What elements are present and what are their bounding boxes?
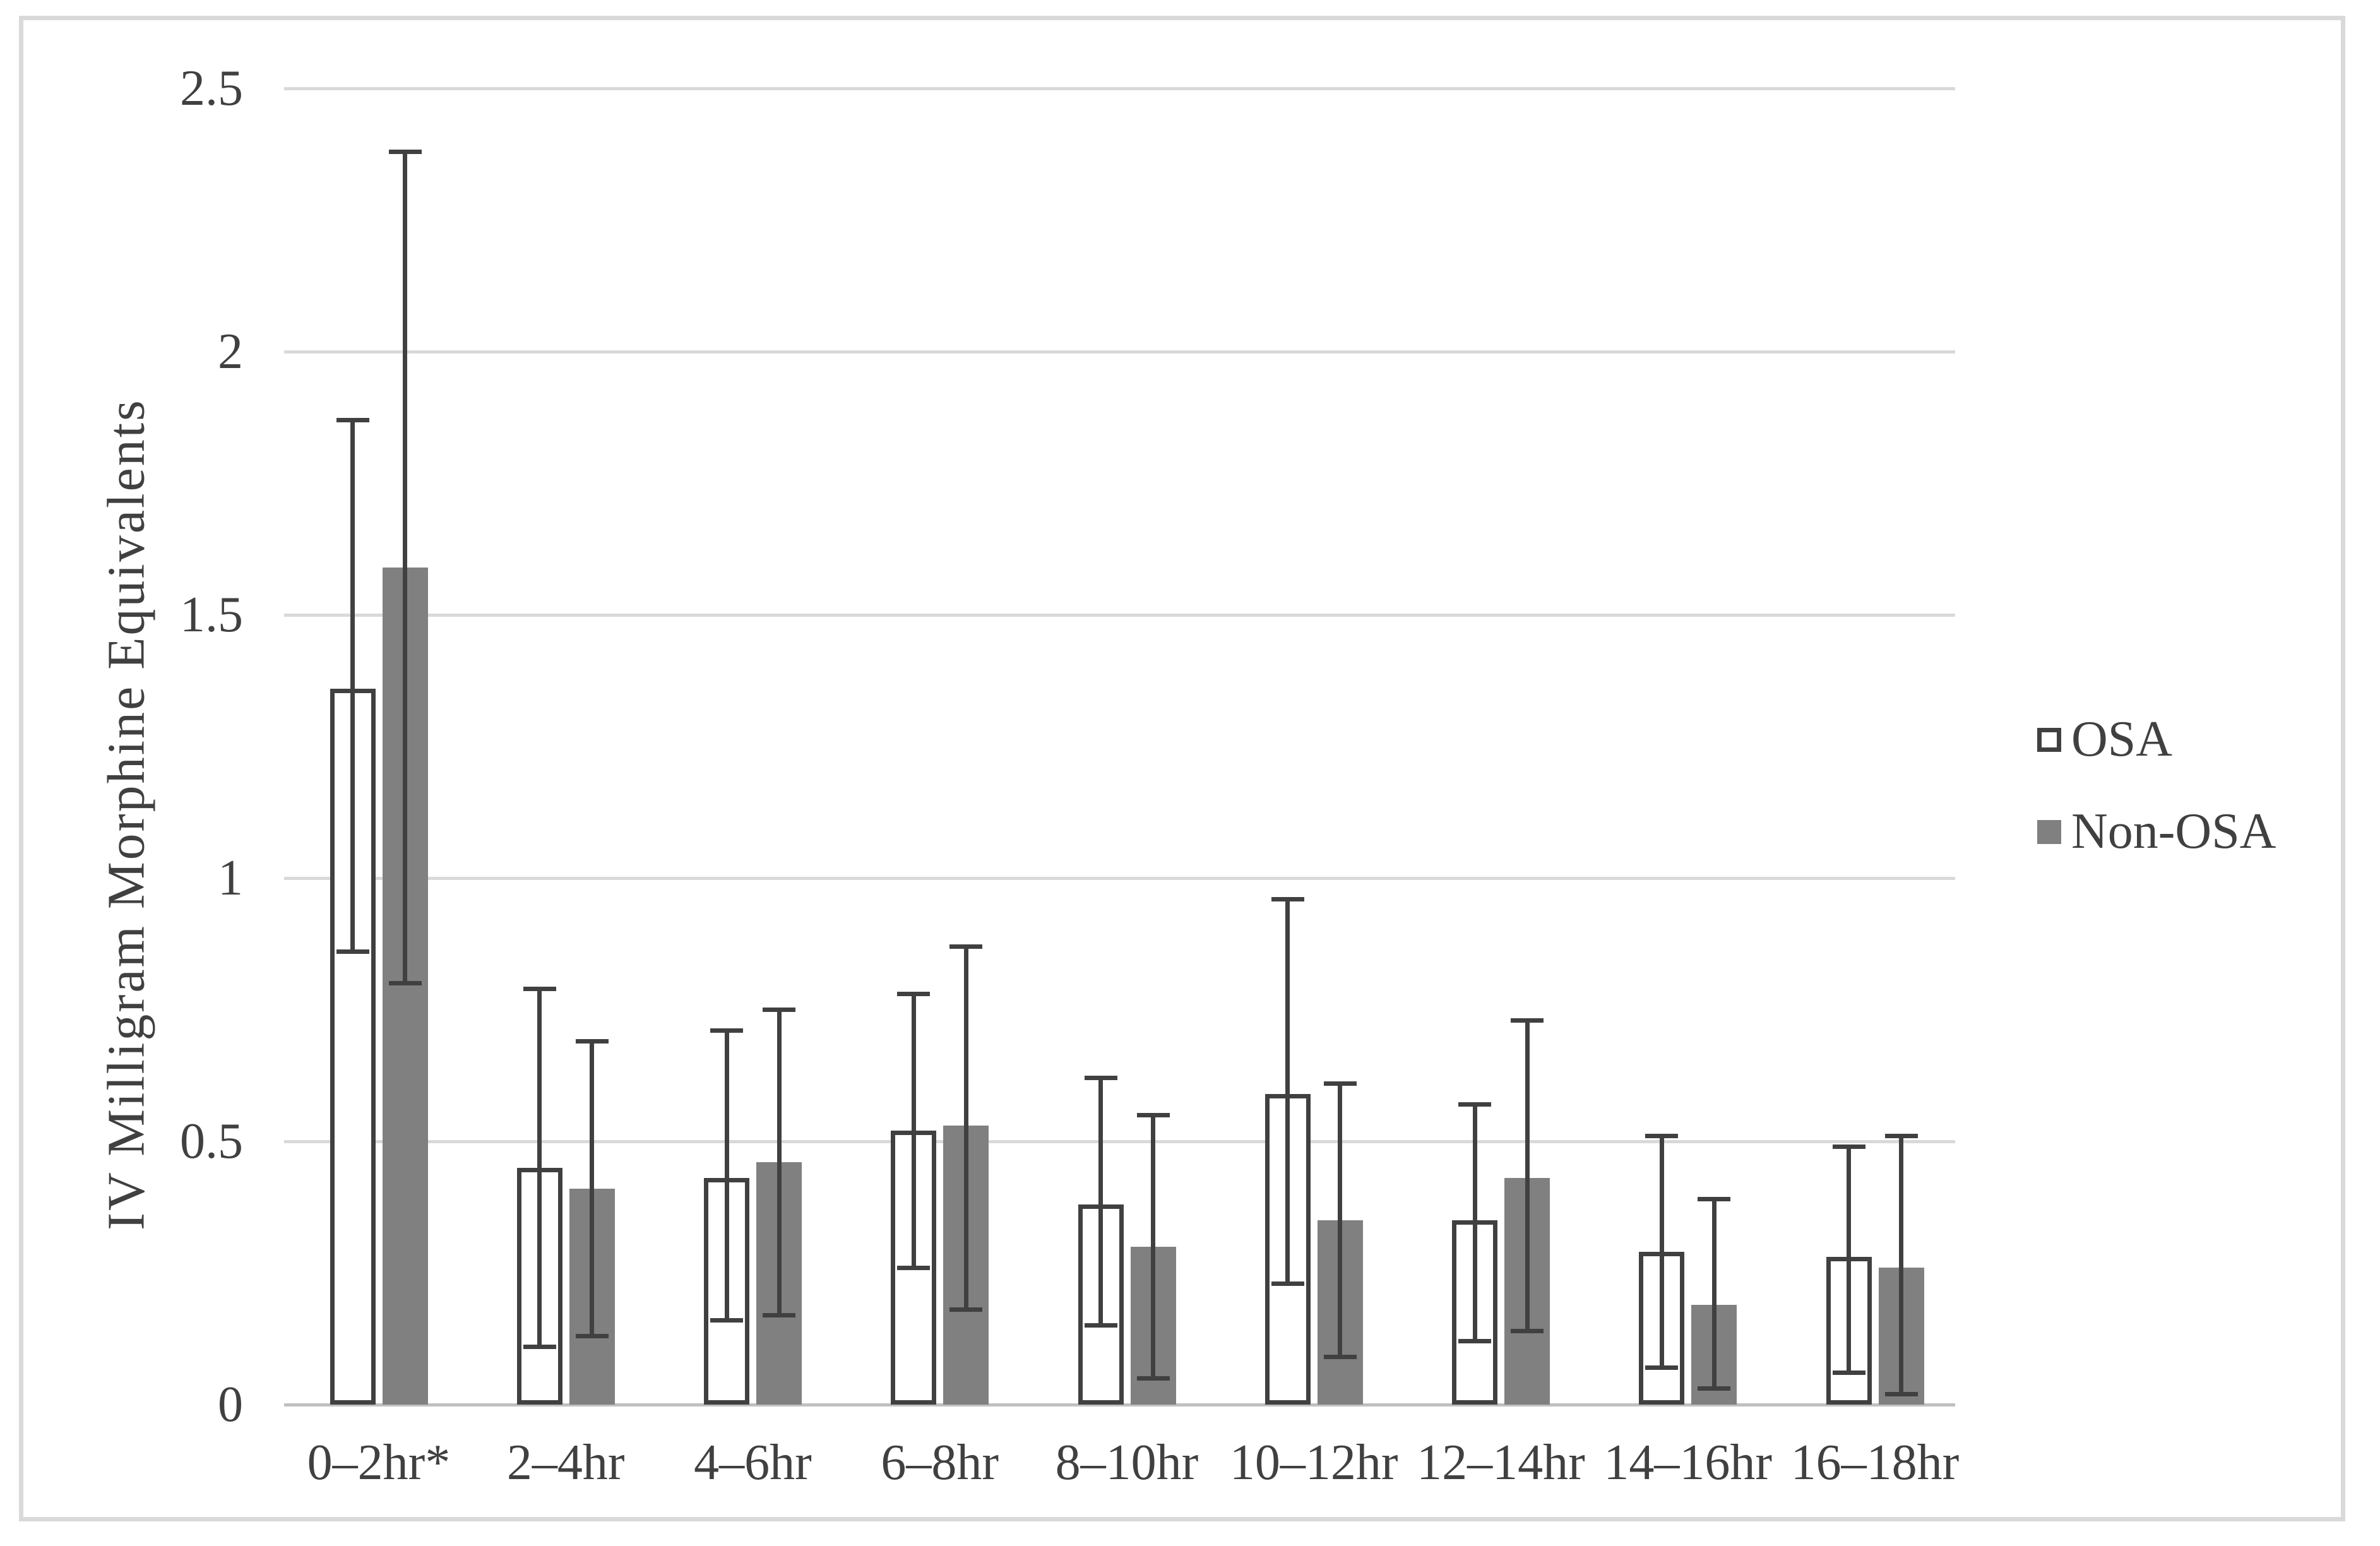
error-bar-bottom-cap-osa xyxy=(336,949,369,954)
error-bar-top-cap-osa xyxy=(336,417,369,422)
gridline xyxy=(284,350,1955,354)
y-tick-label: 0.5 xyxy=(180,1114,243,1169)
error-bar-line-osa xyxy=(1472,1104,1477,1341)
gridline xyxy=(284,614,1955,617)
error-bar-bottom-cap-non-osa xyxy=(575,1334,609,1339)
x-axis-baseline xyxy=(284,1403,1955,1406)
error-bar-top-cap-osa xyxy=(523,986,556,991)
legend-swatch-osa xyxy=(2037,727,2061,752)
x-tick-label: 10–12hr xyxy=(1229,1435,1398,1490)
error-bar-top-cap-non-osa xyxy=(1511,1018,1544,1023)
error-bar-bottom-cap-osa xyxy=(897,1265,931,1270)
error-bar-line-osa xyxy=(911,994,916,1268)
error-bar-line-non-osa xyxy=(1338,1083,1343,1357)
error-bar-bottom-cap-osa xyxy=(1084,1323,1117,1328)
error-bar-bottom-cap-osa xyxy=(1832,1371,1865,1376)
error-bar-line-non-osa xyxy=(403,152,407,984)
error-bar-line-non-osa xyxy=(1899,1136,1903,1394)
y-tick-label: 0 xyxy=(218,1377,243,1432)
error-bar-bottom-cap-non-osa xyxy=(763,1312,795,1317)
error-bar-top-cap-non-osa xyxy=(1136,1112,1170,1117)
error-bar-line-osa xyxy=(1098,1078,1103,1326)
legend-item-non-osa: Non-OSA xyxy=(2037,803,2276,860)
x-tick-label: 12–14hr xyxy=(1417,1435,1585,1490)
error-bar-top-cap-osa xyxy=(710,1028,743,1033)
error-bar-top-cap-non-osa xyxy=(575,1039,609,1044)
error-bar-bottom-cap-non-osa xyxy=(1884,1391,1918,1396)
x-tick-label: 16–18hr xyxy=(1790,1435,1960,1490)
gridline xyxy=(284,87,1955,90)
error-bar-top-cap-non-osa xyxy=(949,944,983,949)
legend-label-osa: OSA xyxy=(2071,711,2173,767)
error-bar-bottom-cap-non-osa xyxy=(1698,1386,1731,1391)
error-bar-top-cap-osa xyxy=(1084,1076,1117,1081)
x-tick-label: 6–8hr xyxy=(881,1435,999,1490)
error-bar-line-osa xyxy=(350,420,355,952)
error-bar-bottom-cap-non-osa xyxy=(1323,1355,1357,1360)
error-bar-line-osa xyxy=(1847,1146,1851,1373)
x-tick-label: 4–6hr xyxy=(694,1435,812,1490)
error-bar-top-cap-non-osa xyxy=(1323,1081,1357,1086)
y-axis-title: IV Milligram Morphine Equivalents xyxy=(97,398,156,1230)
x-tick-label: 14–16hr xyxy=(1604,1435,1773,1490)
error-bar-bottom-cap-non-osa xyxy=(388,981,422,986)
error-bar-line-non-osa xyxy=(1151,1115,1155,1379)
error-bar-top-cap-osa xyxy=(1832,1144,1865,1149)
error-bar-bottom-cap-non-osa xyxy=(949,1307,983,1312)
error-bar-bottom-cap-osa xyxy=(1645,1365,1679,1371)
error-bar-bottom-cap-non-osa xyxy=(1511,1328,1544,1333)
error-bar-line-osa xyxy=(1285,899,1290,1284)
y-tick-label: 1 xyxy=(218,850,243,906)
error-bar-top-cap-osa xyxy=(897,991,931,996)
y-tick-label: 2.5 xyxy=(180,61,243,116)
error-bar-line-osa xyxy=(724,1030,729,1321)
error-bar-top-cap-non-osa xyxy=(1884,1134,1918,1139)
error-bar-line-osa xyxy=(1659,1136,1664,1368)
error-bar-bottom-cap-osa xyxy=(523,1344,556,1349)
legend-item-osa: OSA xyxy=(2037,711,2172,768)
error-bar-bottom-cap-osa xyxy=(710,1318,743,1323)
error-bar-top-cap-non-osa xyxy=(1698,1197,1731,1202)
x-tick-label: 2–4hr xyxy=(506,1435,625,1490)
error-bar-bottom-cap-osa xyxy=(1458,1339,1491,1344)
x-tick-label: 0–2hr* xyxy=(307,1435,451,1490)
error-bar-line-non-osa xyxy=(590,1041,595,1336)
error-bar-top-cap-osa xyxy=(1271,896,1304,901)
x-tick-label: 8–10hr xyxy=(1055,1435,1199,1490)
error-bar-top-cap-non-osa xyxy=(763,1008,795,1012)
error-bar-top-cap-osa xyxy=(1458,1102,1491,1107)
legend-label-non-osa: Non-OSA xyxy=(2071,804,2276,859)
error-bar-bottom-cap-non-osa xyxy=(1136,1376,1170,1381)
error-bar-bottom-cap-osa xyxy=(1271,1281,1304,1286)
error-bar-line-non-osa xyxy=(963,946,968,1310)
error-bar-top-cap-non-osa xyxy=(388,149,422,154)
error-bar-line-non-osa xyxy=(1711,1199,1717,1389)
error-bar-line-non-osa xyxy=(1525,1020,1530,1331)
error-bar-line-non-osa xyxy=(776,1009,782,1316)
gridline xyxy=(284,1140,1955,1143)
gridline xyxy=(284,877,1955,880)
error-bar-top-cap-osa xyxy=(1645,1134,1679,1139)
error-bar-line-osa xyxy=(537,989,542,1347)
y-tick-label: 2 xyxy=(218,324,243,379)
y-tick-label: 1.5 xyxy=(180,587,243,643)
legend-swatch-non-osa xyxy=(2037,819,2061,844)
